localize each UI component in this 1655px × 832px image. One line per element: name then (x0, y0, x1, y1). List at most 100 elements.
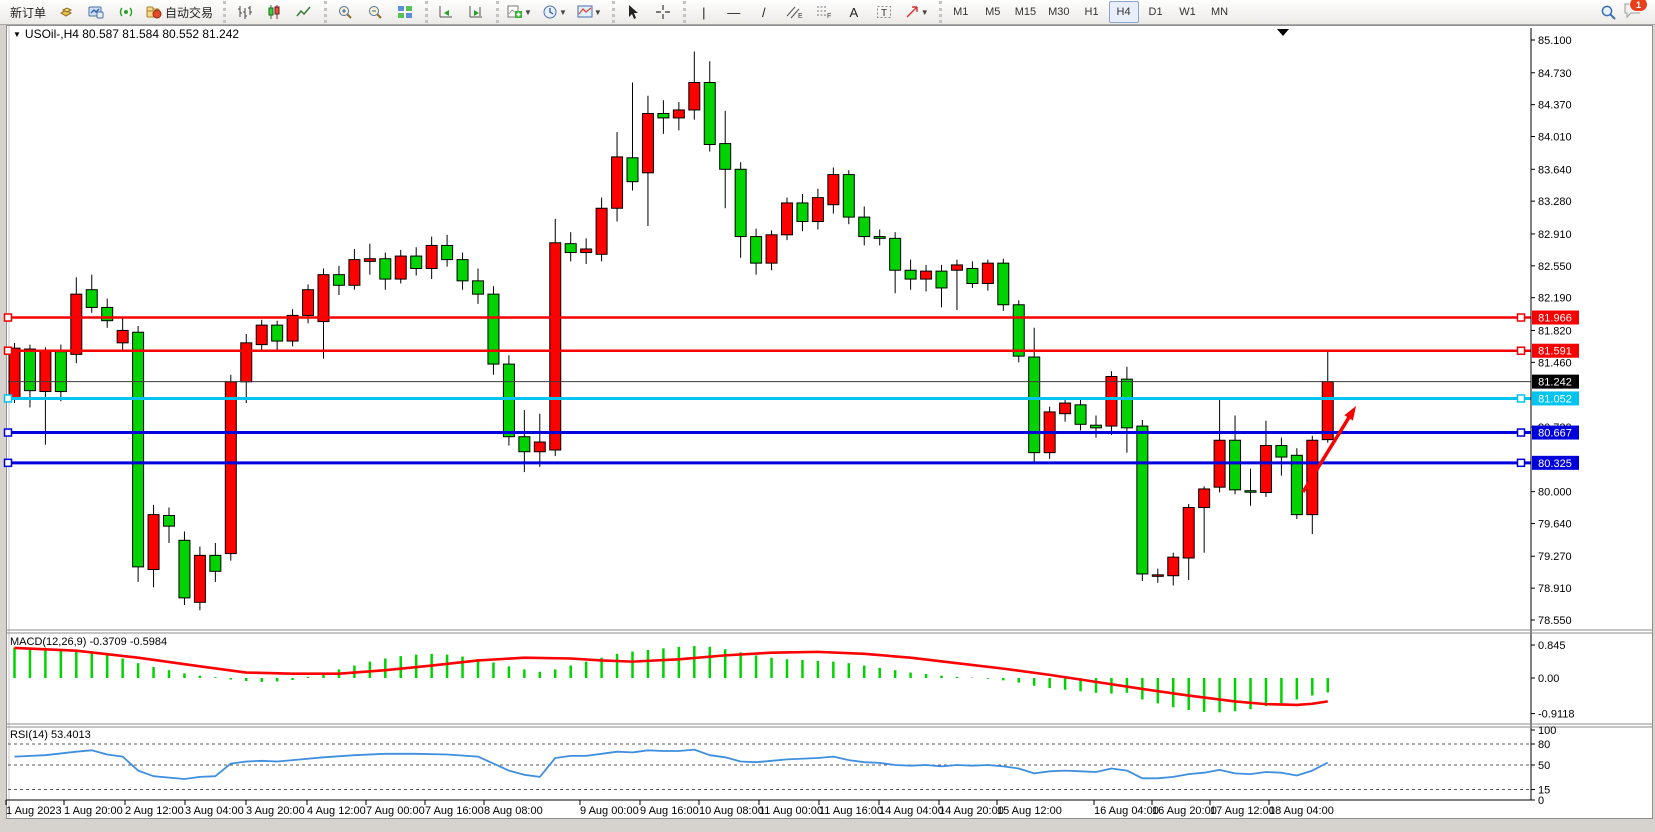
price-badge-label: 81.966 (1538, 313, 1572, 325)
level-handle[interactable] (3, 346, 13, 355)
timeframe-group: M1 M5 M15 M30 H1 H4 D1 W1 MN (938, 1, 1239, 23)
price-tick-label: 84.370 (1538, 100, 1572, 112)
level-handle[interactable] (3, 394, 13, 403)
level-handle[interactable] (3, 428, 13, 437)
zoom-in-icon[interactable] (331, 1, 359, 23)
timeframe-m15[interactable]: M15 (1014, 6, 1037, 18)
chart-title-text: USOil-,H4 80.587 81.584 80.552 81.242 (24, 27, 240, 41)
candle-body (842, 174, 855, 218)
candle-body (240, 342, 253, 383)
level-handle[interactable] (1516, 428, 1526, 437)
timeframe-d1[interactable]: D1 (1148, 6, 1163, 18)
candle-body (533, 441, 546, 453)
price-badge-label: 81.242 (1538, 377, 1572, 389)
candlestick-mode-icon[interactable] (260, 1, 288, 23)
search-icon[interactable] (1594, 1, 1622, 23)
candle-body (178, 539, 191, 599)
time-tick-label: 10 Aug 08:00 (699, 805, 764, 817)
auto-trading-label: 自动交易 (165, 5, 214, 20)
chart-window-frame (6, 25, 1653, 819)
trend-arrow-shaft[interactable] (1301, 411, 1354, 493)
candle-body (997, 262, 1010, 306)
signals-icon[interactable] (112, 1, 140, 23)
channel-tool[interactable]: E (780, 1, 808, 23)
zoom-out-icon[interactable] (361, 1, 389, 23)
auto-trading-button[interactable]: 自动交易 (142, 1, 217, 23)
candle-body (224, 381, 237, 555)
add-indicator-button[interactable]: ▼ (503, 1, 536, 23)
candle-body (348, 259, 361, 286)
candle-body (101, 306, 114, 322)
level-handle[interactable] (1516, 458, 1526, 468)
candle-body (564, 243, 577, 254)
symbol-dropdown-icon[interactable]: ▼ (13, 30, 21, 39)
time-tick-label: 16 Aug 04:00 (1094, 805, 1159, 817)
price-tick-label: 83.640 (1538, 164, 1572, 176)
timeframe-h1[interactable]: H1 (1084, 6, 1099, 18)
candle-body (1012, 304, 1025, 357)
market-watch-icon[interactable] (82, 1, 110, 23)
chart-shift-marker[interactable] (1277, 29, 1289, 36)
template-caret-icon: ▼ (593, 7, 602, 17)
price-tick-label: 81.460 (1538, 357, 1572, 369)
candle-body (580, 248, 593, 254)
cursor-tool-icon[interactable] (619, 1, 647, 23)
level-handle[interactable] (1516, 313, 1526, 322)
price-badge (1532, 455, 1579, 470)
level-handle[interactable] (1516, 346, 1526, 355)
tile-windows-icon[interactable] (391, 1, 419, 23)
price-badge (1532, 310, 1579, 325)
candle-body (1229, 439, 1242, 491)
chart-autoscroll-icon[interactable] (462, 1, 490, 23)
candle-body (1105, 375, 1118, 427)
notifications-chat[interactable]: 1 (1623, 0, 1648, 22)
timeframe-w1[interactable]: W1 (1179, 6, 1196, 18)
horizontal-line-tool[interactable]: — (727, 4, 741, 20)
text-tool[interactable]: A (849, 4, 859, 20)
candle-body (332, 274, 345, 286)
timeframe-m5[interactable]: M5 (985, 6, 1001, 18)
candle-body (796, 202, 809, 223)
timeframe-h4[interactable]: H4 (1108, 1, 1139, 23)
candle-body (271, 324, 284, 342)
candle-body (286, 314, 299, 342)
vertical-line-tool[interactable]: | (702, 4, 706, 20)
candle-body (950, 264, 963, 271)
timeframe-mn[interactable]: MN (1210, 6, 1229, 18)
price-badge (1532, 425, 1579, 440)
time-tick-label: 9 Aug 16:00 (640, 805, 699, 817)
macd-axis-label: 0.845 (1538, 640, 1566, 652)
timeframe-m30[interactable]: M30 (1048, 6, 1070, 18)
crosshair-tool-icon[interactable] (649, 1, 677, 23)
text-label-tool[interactable]: T (870, 1, 898, 23)
candle-body (302, 289, 315, 316)
timeframe-m1[interactable]: M1 (953, 6, 969, 18)
arrows-tool[interactable]: ▼ (900, 1, 933, 23)
line-chart-mode-icon[interactable] (290, 1, 318, 23)
new-order-button[interactable]: 新订单 (10, 5, 47, 20)
period-button[interactable]: ▼ (538, 1, 571, 23)
trend-arrow-head[interactable] (1344, 403, 1360, 421)
gold-seal-icon[interactable] (52, 1, 80, 23)
macd-signal-line (14, 646, 1328, 707)
candle-body (116, 329, 129, 344)
candle-body (472, 280, 484, 295)
candle-body (85, 289, 98, 308)
rsi-indicator-label: RSI(14) 53.4013 (10, 729, 91, 741)
bar-chart-mode-icon[interactable] (230, 1, 258, 23)
level-handle[interactable] (3, 458, 13, 468)
fibonacci-tool[interactable]: F (810, 1, 838, 23)
trendline-tool[interactable]: / (761, 4, 766, 20)
candle-body (889, 237, 902, 271)
period-caret-icon: ▼ (558, 7, 567, 17)
level-handle[interactable] (1516, 394, 1526, 403)
rsi-axis-label: 80 (1538, 739, 1550, 751)
chart-shift-icon[interactable] (432, 1, 460, 23)
price-tick-label: 81.820 (1538, 325, 1572, 337)
candle-body (1244, 490, 1257, 493)
svg-text:E: E (798, 13, 803, 20)
template-button[interactable]: ▼ (573, 1, 606, 23)
candle-body (456, 259, 469, 282)
level-handle[interactable] (3, 313, 13, 322)
price-tick-label: 82.550 (1538, 261, 1572, 273)
